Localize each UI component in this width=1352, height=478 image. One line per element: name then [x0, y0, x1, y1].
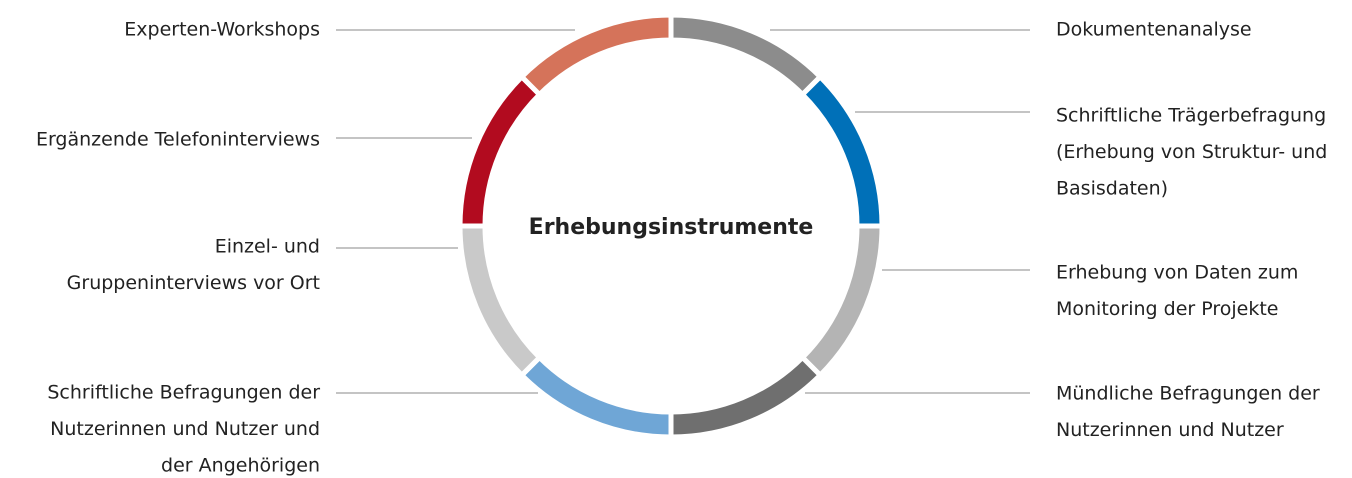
segment-label: Schriftliche Befragungen der — [47, 382, 320, 404]
segment-label: Monitoring der Projekte — [1056, 298, 1279, 320]
ring-segment — [798, 73, 885, 229]
ring-segment — [518, 12, 674, 99]
segment-label: Nutzerinnen und Nutzer — [1056, 419, 1284, 441]
ring-segment — [457, 73, 544, 229]
segment-label: Erhebung von Daten zum — [1056, 262, 1298, 284]
ring-segment — [668, 12, 824, 99]
segment-label: der Angehörigen — [161, 455, 320, 477]
segment-label: Dokumentenanalyse — [1056, 19, 1252, 41]
center-label: Erhebungsinstrumente — [529, 215, 814, 240]
ring-segment — [798, 223, 885, 379]
segment-label: Basisdaten) — [1056, 178, 1168, 200]
segment-label: Nutzerinnen und Nutzer und — [50, 418, 320, 440]
segment-label: Schriftliche Trägerbefragung — [1056, 105, 1326, 127]
segment-label: Experten-Workshops — [124, 19, 320, 41]
segment-label: Gruppeninterviews vor Ort — [67, 272, 320, 294]
segment-label: (Erhebung von Struktur- und — [1056, 141, 1327, 163]
segment-label: Mündliche Befragungen der — [1056, 383, 1320, 405]
segment-label: Ergänzende Telefoninterviews — [36, 129, 320, 151]
ring-segment — [668, 353, 824, 440]
ring-segment — [518, 353, 674, 440]
ring-segment — [457, 223, 544, 379]
segment-label: Einzel- und — [215, 236, 320, 258]
